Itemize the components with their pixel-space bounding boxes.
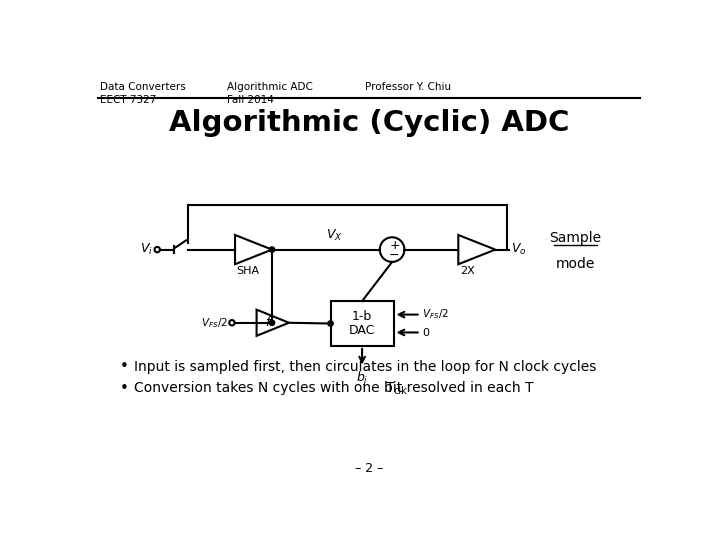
Text: – 2 –: – 2 – [355,462,383,475]
Text: Conversion takes N cycles with one bit resolved in each T: Conversion takes N cycles with one bit r… [134,381,534,395]
Text: Algorithmic ADC
Fall 2014: Algorithmic ADC Fall 2014 [227,82,312,105]
Text: $f$: $f$ [265,315,273,329]
Text: Algorithmic (Cyclic) ADC: Algorithmic (Cyclic) ADC [168,109,570,137]
Text: Input is sampled first, then circulates in the loop for N clock cycles: Input is sampled first, then circulates … [134,360,597,374]
Text: •: • [120,359,129,374]
Text: DAC: DAC [349,324,375,337]
Circle shape [328,321,333,326]
Text: $V_o$: $V_o$ [510,242,526,257]
Text: $V_{FS}/2$: $V_{FS}/2$ [422,308,449,321]
Text: $V_i$: $V_i$ [140,242,153,257]
Text: clk: clk [393,386,407,396]
Bar [330,301,394,346]
Text: $V_X$: $V_X$ [326,228,343,244]
Text: $V_{FS}/2$: $V_{FS}/2$ [202,316,228,329]
Text: T: T [387,381,395,395]
Text: $b_j$: $b_j$ [356,370,368,388]
Text: $0$: $0$ [422,327,431,339]
Text: +: + [390,239,400,252]
Text: mode: mode [556,257,595,271]
Text: Professor Y. Chiu: Professor Y. Chiu [365,82,451,92]
Text: −: − [390,248,400,261]
Text: •: • [120,381,129,396]
Text: Data Converters
EECT 7327: Data Converters EECT 7327 [99,82,185,105]
Text: SHA: SHA [237,266,260,276]
Circle shape [269,320,274,326]
Text: 2X: 2X [460,266,474,276]
Circle shape [269,247,274,252]
Text: Sample: Sample [549,231,601,245]
Text: 1-b: 1-b [352,310,372,323]
